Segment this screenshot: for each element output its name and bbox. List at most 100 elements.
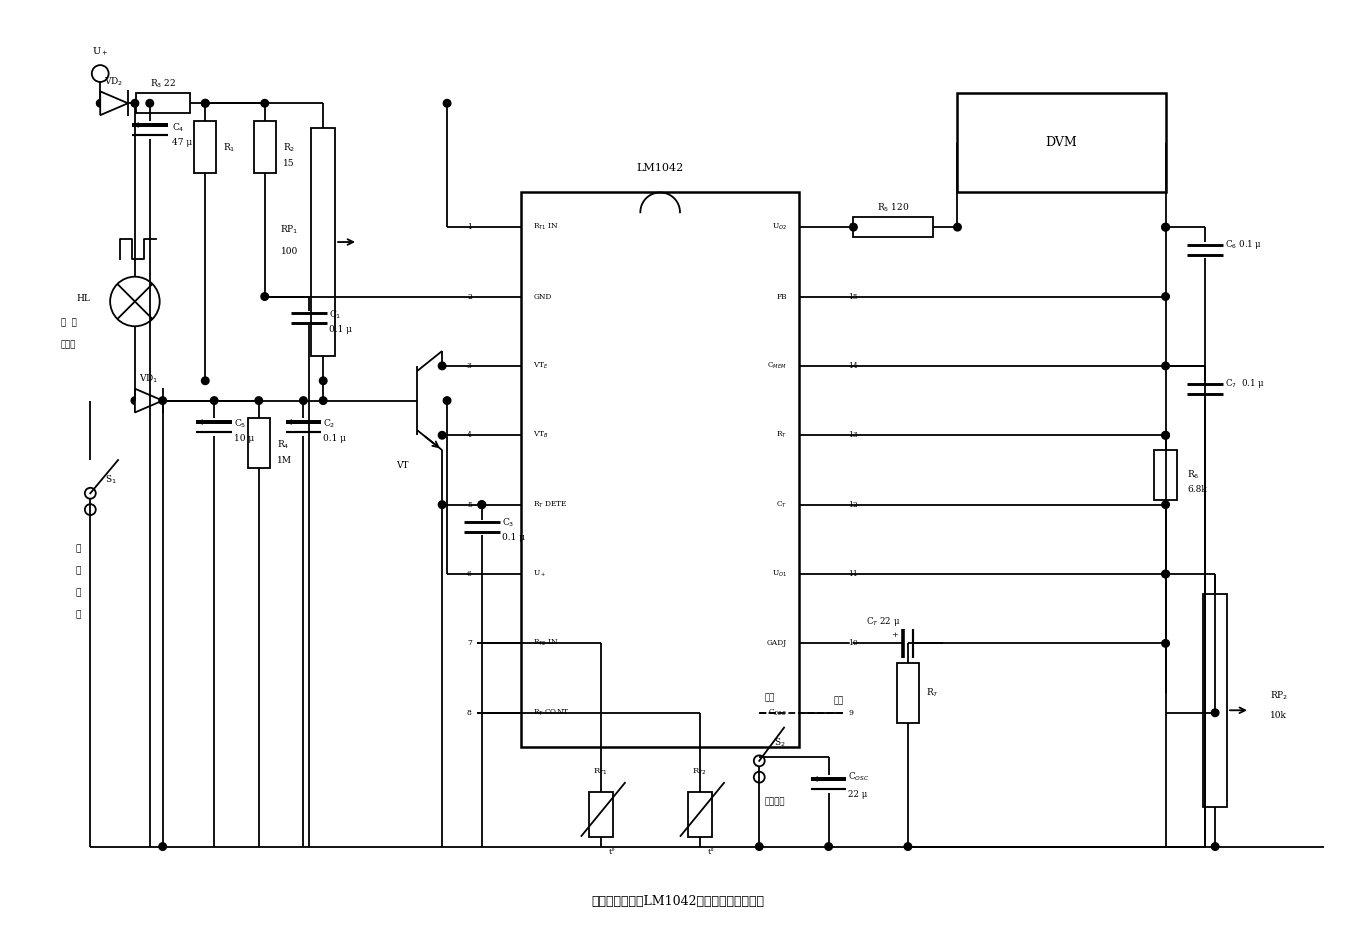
Text: R$_1$: R$_1$ (224, 141, 236, 154)
Circle shape (1211, 843, 1220, 850)
Polygon shape (100, 91, 127, 115)
Text: 单次: 单次 (833, 697, 844, 705)
Circle shape (1161, 223, 1169, 231)
Circle shape (439, 362, 446, 369)
Text: 9: 9 (848, 709, 854, 717)
Circle shape (1161, 432, 1169, 439)
Bar (688, 792, 711, 837)
Text: VT$_E$: VT$_E$ (534, 361, 549, 371)
Text: C$_{MEM}$: C$_{MEM}$ (767, 361, 787, 371)
Circle shape (320, 377, 327, 384)
Text: 6.8k: 6.8k (1187, 485, 1207, 494)
Bar (1203, 594, 1228, 807)
Circle shape (131, 397, 138, 405)
Text: 100: 100 (282, 247, 298, 257)
Circle shape (1161, 640, 1169, 647)
Polygon shape (136, 389, 163, 413)
Text: R$_{T1}$ IN: R$_{T1}$ IN (534, 222, 560, 232)
Circle shape (478, 501, 485, 509)
Circle shape (320, 397, 327, 405)
Text: 报警灯: 报警灯 (61, 340, 76, 350)
Text: 11: 11 (848, 570, 858, 578)
Text: U$_{O1}$: U$_{O1}$ (772, 569, 787, 579)
Text: 集成液位傳感器LM1042在汽車中的應用電路: 集成液位傳感器LM1042在汽車中的應用電路 (591, 895, 764, 908)
Circle shape (756, 843, 763, 850)
Circle shape (1161, 223, 1169, 231)
Circle shape (1161, 432, 1169, 439)
Text: 15: 15 (283, 159, 294, 168)
Text: 2: 2 (467, 293, 472, 300)
Text: U$_+$: U$_+$ (534, 569, 546, 579)
Circle shape (1161, 362, 1169, 369)
Text: 10k: 10k (1270, 711, 1286, 720)
Text: 0.1 μ: 0.1 μ (501, 533, 524, 542)
Text: C$_1$: C$_1$ (329, 308, 341, 321)
Circle shape (202, 377, 209, 384)
Bar (854, 218, 932, 237)
Text: R$_T$ DETE: R$_T$ DETE (534, 499, 568, 510)
Text: 3: 3 (467, 362, 472, 370)
Text: 油: 油 (76, 545, 81, 553)
Text: VT$_B$: VT$_B$ (534, 431, 549, 441)
Text: R$_{T2}$ IN: R$_{T2}$ IN (534, 638, 560, 648)
Text: C$_T$ 22 μ: C$_T$ 22 μ (866, 615, 900, 628)
Circle shape (825, 843, 832, 850)
Circle shape (439, 432, 446, 439)
Text: C$_4$: C$_4$ (172, 122, 184, 134)
Text: C$_5$: C$_5$ (234, 418, 247, 430)
Text: 7: 7 (467, 640, 472, 647)
Circle shape (443, 397, 451, 405)
Text: VT: VT (396, 460, 409, 470)
Circle shape (478, 501, 485, 509)
Circle shape (255, 397, 263, 405)
Text: 10 μ: 10 μ (234, 433, 255, 443)
Text: C$_7$  0.1 μ: C$_7$ 0.1 μ (1225, 378, 1266, 391)
Text: U$_{O2}$: U$_{O2}$ (772, 222, 787, 232)
Circle shape (210, 397, 218, 405)
Text: C$_3$: C$_3$ (501, 516, 514, 529)
Text: C$_{OSC}$: C$_{OSC}$ (768, 708, 787, 718)
Text: FB: FB (776, 293, 787, 300)
Text: 47 μ: 47 μ (172, 139, 192, 148)
Text: 重复开关: 重复开关 (764, 797, 785, 806)
Bar (1153, 450, 1177, 499)
Circle shape (1161, 501, 1169, 509)
Bar (194, 121, 217, 173)
Text: 6: 6 (467, 570, 472, 578)
Circle shape (96, 100, 104, 107)
Text: 5: 5 (467, 500, 472, 509)
Text: 13: 13 (848, 432, 858, 439)
Text: 重复: 重复 (764, 694, 775, 702)
Text: +: + (198, 418, 206, 427)
Bar (253, 121, 275, 173)
Circle shape (146, 100, 153, 107)
Text: R$_6$: R$_6$ (1187, 469, 1201, 481)
Circle shape (262, 100, 268, 107)
Text: RP$_2$: RP$_2$ (1270, 689, 1289, 701)
Text: RP$_1$: RP$_1$ (280, 224, 298, 236)
Text: LM1042: LM1042 (637, 163, 684, 173)
Text: 开: 开 (76, 589, 81, 597)
Circle shape (850, 223, 858, 231)
Text: C$_T$: C$_T$ (776, 499, 787, 510)
Text: C$_6$ 0.1 μ: C$_6$ 0.1 μ (1225, 238, 1263, 251)
Text: GND: GND (534, 293, 551, 300)
Text: +: + (892, 631, 898, 640)
Bar (958, 93, 1165, 193)
Circle shape (439, 501, 446, 509)
Text: 16: 16 (848, 223, 858, 232)
Bar (897, 663, 919, 723)
Text: R$_5$ 120: R$_5$ 120 (877, 201, 909, 214)
Text: 关: 关 (76, 610, 81, 619)
Text: 12: 12 (848, 500, 858, 509)
Bar (312, 128, 335, 356)
Text: HL: HL (76, 294, 91, 303)
Text: 1: 1 (467, 223, 472, 232)
Text: S$_1$: S$_1$ (106, 473, 117, 486)
Bar (589, 792, 612, 837)
Text: 0.1 μ: 0.1 μ (329, 325, 352, 334)
Circle shape (131, 100, 138, 107)
Text: t°: t° (707, 847, 714, 856)
Circle shape (1161, 570, 1169, 578)
Circle shape (443, 100, 451, 107)
